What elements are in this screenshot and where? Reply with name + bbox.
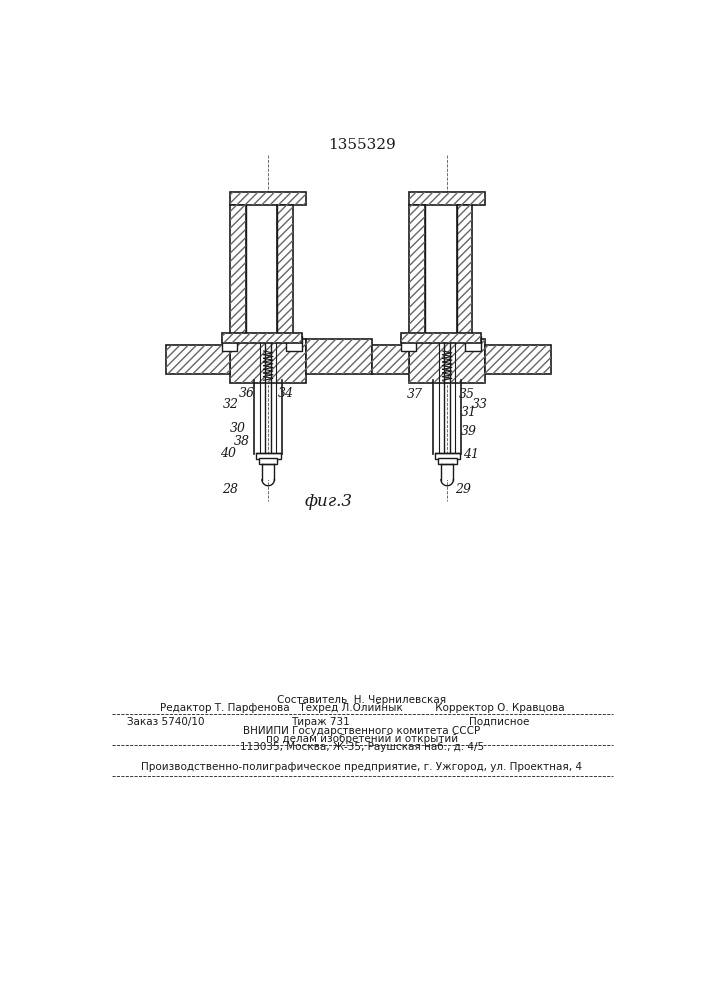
Text: 36: 36	[239, 387, 255, 400]
Bar	[230, 192, 306, 205]
Bar	[457, 205, 472, 336]
Text: Составитель  Н. Чернилевская: Составитель Н. Чернилевская	[277, 695, 447, 705]
Text: 113035, Москва, Ж-35, Раушская наб., д. 4/5: 113035, Москва, Ж-35, Раушская наб., д. …	[240, 742, 484, 752]
Bar	[222, 333, 301, 343]
Text: 40: 40	[220, 447, 236, 460]
Text: Заказ 5740/10: Заказ 5740/10	[127, 717, 204, 727]
Text: 41: 41	[462, 448, 479, 461]
Text: 30: 30	[230, 422, 245, 434]
Text: 1355329: 1355329	[328, 138, 396, 152]
Bar	[262, 464, 274, 480]
Text: 33: 33	[472, 398, 488, 411]
Bar	[435, 453, 460, 459]
Text: 31: 31	[461, 406, 477, 419]
Bar	[166, 345, 230, 374]
Text: Тираж 731: Тираж 731	[291, 717, 350, 727]
Bar	[409, 192, 485, 205]
Bar	[222, 336, 237, 351]
Text: 28: 28	[222, 483, 238, 496]
Bar	[256, 453, 281, 459]
Bar	[438, 458, 457, 464]
Bar	[286, 336, 301, 351]
Bar	[409, 205, 425, 336]
Bar	[230, 192, 306, 205]
Bar	[409, 192, 485, 205]
Text: ВНИИПИ Государственного комитета СССР: ВНИИПИ Государственного комитета СССР	[243, 726, 481, 736]
Bar	[230, 205, 246, 336]
Text: Подписное: Подписное	[469, 717, 530, 727]
Bar	[409, 205, 425, 336]
Bar	[425, 205, 457, 336]
Text: 29: 29	[455, 483, 471, 496]
Bar	[222, 333, 301, 343]
Text: 39: 39	[461, 425, 477, 438]
Bar	[372, 345, 409, 374]
Bar	[306, 339, 372, 374]
Bar	[409, 339, 485, 383]
Text: Производственно-полиграфическое предприятие, г. Ужгород, ул. Проектная, 4: Производственно-полиграфическое предприя…	[141, 762, 583, 772]
Bar	[372, 345, 409, 374]
Text: Редактор Т. Парфенова   Техред Л.Олийнык          Корректор О. Кравцова: Редактор Т. Парфенова Техред Л.Олийнык К…	[160, 703, 564, 713]
Text: 32: 32	[223, 398, 239, 411]
Bar	[230, 339, 306, 383]
Text: 38: 38	[234, 435, 250, 448]
Bar	[277, 205, 293, 336]
Bar	[465, 336, 481, 351]
Text: 35: 35	[459, 388, 475, 401]
Text: 37: 37	[407, 388, 423, 401]
Text: по делам изобретений и открытий: по делам изобретений и открытий	[266, 734, 458, 744]
Bar	[441, 464, 453, 480]
Bar	[306, 339, 372, 374]
Bar	[485, 345, 551, 374]
Bar	[485, 345, 551, 374]
Bar	[401, 333, 481, 343]
Bar	[259, 458, 277, 464]
Bar	[246, 205, 277, 336]
Bar	[401, 336, 416, 351]
Text: 34: 34	[277, 387, 293, 400]
Bar	[230, 205, 246, 336]
Bar	[166, 345, 230, 374]
Bar	[401, 333, 481, 343]
Bar	[230, 339, 306, 383]
Bar	[409, 339, 485, 383]
Bar	[277, 205, 293, 336]
Bar	[457, 205, 472, 336]
Text: фиг.3: фиг.3	[305, 493, 353, 510]
